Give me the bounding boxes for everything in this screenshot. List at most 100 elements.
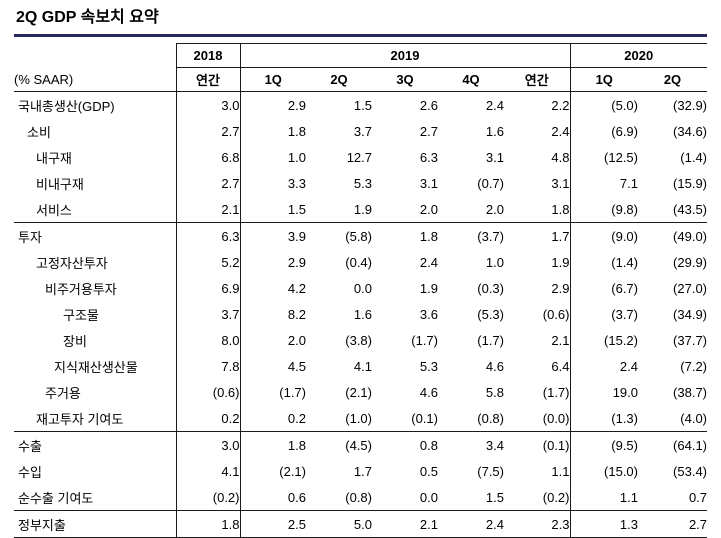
value-cell: (0.1) <box>411 410 438 426</box>
value-cell: (4.5) <box>306 431 372 458</box>
value-cell: 1.9 <box>504 249 571 275</box>
row-label: 지식재산생산물 <box>14 353 177 379</box>
value-cell: 1.7 <box>504 222 571 249</box>
value-cell: 12.7 <box>346 149 372 165</box>
value-cell: (15.2) <box>604 332 638 348</box>
row-label: 수입 <box>14 458 177 484</box>
value-cell: (27.0) <box>673 280 708 296</box>
table-row: 고정자산투자 5.2 2.9 (0.4) 2.4 1.0 1.9 (1.4) (29.9) <box>14 249 707 275</box>
value-cell: 2.0 <box>287 332 306 348</box>
value-cell: (9.5) <box>570 431 638 458</box>
value-cell: 1.5 <box>485 489 504 505</box>
value-cell: 2.9 <box>287 254 306 270</box>
value-cell: (7.5) <box>477 463 504 479</box>
table-row: 비주거용투자 6.9 4.2 0.0 1.9 (0.3) 2.9 (6.7) (27.0) <box>14 275 707 301</box>
gdp-summary-table: 2018 2019 2020 (% SAAR) 연간 1Q 2Q 3Q 4Q 연… <box>14 43 708 538</box>
table-row: 비내구재 2.7 3.3 5.3 3.1 (0.7) 3.1 7.1 (15.9) <box>14 170 707 196</box>
col-header-2019-4q: 4Q <box>438 67 504 92</box>
value-cell: 5.0 <box>306 510 372 538</box>
value-cell: 2.7 <box>176 170 241 196</box>
col-header-2018-annual: 연간 <box>176 67 241 92</box>
value-cell: 1.6 <box>485 123 504 139</box>
col-header-2019-3q: 3Q <box>372 67 438 92</box>
table-row: 수입 4.1 (2.1) 1.7 0.5 (7.5) 1.1 (15.0) (53.4) <box>14 458 707 484</box>
gdp-table-body: 국내총생산(GDP) 3.0 2.9 1.5 2.6 2.4 2.2 (5.0) (32.9) 소… <box>14 91 708 538</box>
value-cell: (1.3) <box>611 410 638 426</box>
value-cell: 1.5 <box>287 201 306 217</box>
table-row: 지식재산생산물 7.8 4.5 4.1 5.3 4.6 6.4 2.4 (7.2) <box>14 353 707 379</box>
value-cell: (1.4) <box>680 149 708 165</box>
value-cell: 2.5 <box>240 510 306 538</box>
value-cell: 2.1 <box>176 196 241 223</box>
value-cell: 5.3 <box>353 175 372 191</box>
table-row: 투자 6.3 3.9 (5.8) 1.8 (3.7) 1.7 (9.0) (49.0) <box>14 222 708 249</box>
value-cell: (0.2) <box>504 484 571 511</box>
row-label: 비주거용투자 <box>14 275 177 301</box>
row-label: 소비 <box>14 118 177 144</box>
value-cell: (32.9) <box>673 97 708 113</box>
value-cell: 1.0 <box>287 149 306 165</box>
table-row: 소비 2.7 1.8 3.7 2.7 1.6 2.4 (6.9) (34.6) <box>14 118 707 144</box>
row-label: 고정자산투자 <box>14 249 177 275</box>
value-cell: 3.3 <box>287 175 306 191</box>
row-label: 내구재 <box>14 144 177 170</box>
value-cell: 1.8 <box>287 123 306 139</box>
value-cell: (1.4) <box>611 254 638 270</box>
value-cell: 8.0 <box>176 327 241 353</box>
row-label: 재고투자 기여도 <box>14 405 177 432</box>
value-cell: 1.6 <box>353 306 372 322</box>
value-cell: 7.1 <box>619 175 638 191</box>
value-cell: 2.6 <box>419 97 438 113</box>
value-cell: (0.8) <box>345 489 372 505</box>
table-row: 장비 8.0 2.0 (3.8) (1.7) (1.7) 2.1 (15.2) (37.7) <box>14 327 707 353</box>
value-cell: (0.3) <box>477 280 504 296</box>
value-cell: (1.0) <box>345 410 372 426</box>
value-cell: 3.7 <box>176 301 241 327</box>
value-cell: 6.4 <box>504 353 571 379</box>
value-cell: 3.0 <box>176 431 241 458</box>
period-header-row: (% SAAR) 연간 1Q 2Q 3Q 4Q 연간 1Q 2Q <box>14 67 708 92</box>
value-cell: (5.0) <box>611 97 638 113</box>
value-cell: (3.7) <box>438 222 504 249</box>
value-cell: 0.2 <box>176 405 241 432</box>
value-cell: (0.6) <box>176 379 241 405</box>
value-cell: 3.1 <box>485 149 504 165</box>
value-cell: 2.2 <box>504 91 571 118</box>
value-cell: (0.7) <box>477 175 504 191</box>
value-cell: 1.9 <box>353 201 372 217</box>
table-row: 정부지출 1.8 2.5 5.0 2.1 2.4 2.3 1.3 2.7 <box>14 510 708 538</box>
value-cell: 2.3 <box>504 510 571 538</box>
value-cell: 3.1 <box>419 175 438 191</box>
value-cell: (3.7) <box>611 306 638 322</box>
value-cell: 1.1 <box>504 458 571 484</box>
value-cell: (0.8) <box>477 410 504 426</box>
value-cell: 8.2 <box>287 306 306 322</box>
value-cell: 2.0 <box>419 201 438 217</box>
value-cell: 2.4 <box>419 254 438 270</box>
row-label: 주거용 <box>14 379 177 405</box>
year-header-2019: 2019 <box>240 43 571 68</box>
value-cell: (2.1) <box>345 384 372 400</box>
value-cell: (1.7) <box>279 384 306 400</box>
year-row-spacer <box>14 43 177 68</box>
col-header-2019-2q: 2Q <box>306 67 372 92</box>
value-cell: 0.6 <box>287 489 306 505</box>
value-cell: 1.3 <box>570 510 638 538</box>
row-label: 서비스 <box>14 196 177 223</box>
value-cell: (2.1) <box>279 463 306 479</box>
value-cell: 0.0 <box>353 280 372 296</box>
value-cell: 5.2 <box>176 249 241 275</box>
row-label: 순수출 기여도 <box>14 484 177 511</box>
year-header-2018: 2018 <box>176 43 241 68</box>
value-cell: 6.8 <box>176 144 241 170</box>
value-cell: 2.0 <box>485 201 504 217</box>
value-cell: (5.8) <box>306 222 372 249</box>
value-cell: 2.7 <box>419 123 438 139</box>
value-cell: 1.7 <box>353 463 372 479</box>
value-cell: 4.1 <box>353 358 372 374</box>
value-cell: 5.3 <box>419 358 438 374</box>
value-cell: 3.0 <box>176 91 241 118</box>
table-row: 수출 3.0 1.8 (4.5) 0.8 3.4 (0.1) (9.5) (64.1) <box>14 431 708 458</box>
value-cell: 5.8 <box>485 384 504 400</box>
